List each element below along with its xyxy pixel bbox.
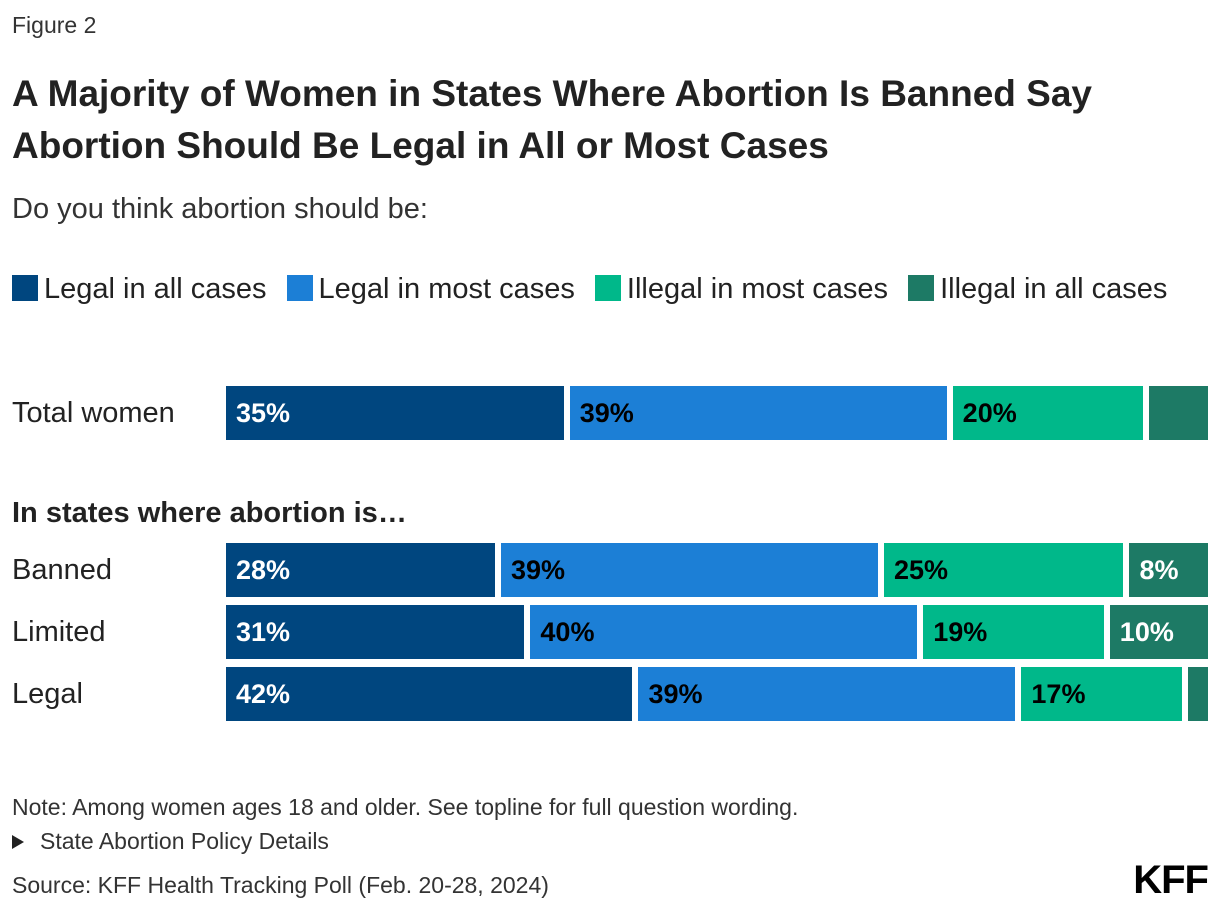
segment-legal-all: 42%: [226, 667, 633, 721]
legend-label: Legal in most cases: [318, 273, 575, 305]
legend-swatch: [594, 275, 621, 301]
row-label-limited: Limited: [12, 616, 106, 648]
segment-illegal-all: [1149, 386, 1208, 440]
legend-swatch: [12, 275, 38, 301]
data-label: 40%: [540, 617, 595, 647]
segment-legal-all: 28%: [226, 543, 495, 597]
data-label: 10%: [1119, 617, 1174, 647]
segment-illegal-all: [1188, 667, 1208, 721]
data-label: 39%: [648, 679, 703, 709]
legend-item-legal-most: Legal in most cases: [286, 262, 575, 316]
data-label: 35%: [236, 398, 291, 428]
bar-legal: 42% 39% 17%: [226, 667, 1208, 721]
segment-illegal-all: 10%: [1109, 605, 1208, 659]
segment-legal-most: 39%: [500, 543, 878, 597]
chart-note: Note: Among women ages 18 and older. See…: [12, 794, 799, 820]
legend-item-illegal-all: Illegal in all cases: [908, 262, 1167, 316]
legend-swatch: [286, 275, 313, 301]
bar-limited: 31% 40% 19% 10%: [226, 605, 1208, 659]
data-label: 25%: [893, 555, 948, 585]
segment-legal-most: 39%: [638, 667, 1016, 721]
legend-label: Illegal in all cases: [940, 273, 1168, 305]
data-label: 19%: [933, 617, 988, 647]
disclosure-triangle-icon: [12, 835, 24, 849]
chart-subtitle: Do you think abortion should be:: [12, 193, 428, 225]
data-label: 39%: [579, 398, 634, 428]
segment-illegal-most: 17%: [1021, 667, 1183, 721]
group-label: In states where abortion is…: [12, 497, 407, 529]
segment-illegal-all: 8%: [1129, 543, 1208, 597]
legend-item-legal-all: Legal in all cases: [12, 262, 266, 316]
segment-illegal-most: 19%: [923, 605, 1104, 659]
segment-legal-most: 40%: [530, 605, 918, 659]
data-label: 28%: [236, 555, 291, 585]
segment-legal-most: 39%: [569, 386, 947, 440]
kff-logo: KFF: [1133, 858, 1209, 902]
segment-legal-all: 35%: [226, 386, 564, 440]
data-label: 20%: [962, 398, 1017, 428]
legend-label: Legal in all cases: [44, 273, 267, 305]
row-label-banned: Banned: [12, 554, 112, 586]
details-toggle[interactable]: State Abortion Policy Details: [12, 828, 329, 855]
chart-source: Source: KFF Health Tracking Poll (Feb. 2…: [12, 872, 549, 898]
segment-illegal-most: 20%: [952, 386, 1144, 440]
data-label: 31%: [236, 617, 291, 647]
figure-label: Figure 2: [12, 12, 97, 38]
segment-illegal-most: 25%: [883, 543, 1124, 597]
bar-banned: 28% 39% 25% 8%: [226, 543, 1208, 597]
legend-swatch: [908, 275, 935, 301]
legend-item-illegal-most: Illegal in most cases: [594, 262, 889, 316]
row-label-total-women: Total women: [12, 397, 175, 429]
bar-total-women: 35% 39% 20%: [226, 386, 1208, 440]
details-toggle-label: State Abortion Policy Details: [40, 828, 329, 854]
data-label: 39%: [510, 555, 565, 585]
data-label: 42%: [236, 679, 291, 709]
chart-legend: Legal in all cases Legal in most cases I…: [12, 262, 1212, 316]
row-label-legal: Legal: [12, 678, 83, 710]
segment-legal-all: 31%: [226, 605, 525, 659]
data-label: 8%: [1139, 555, 1179, 585]
data-label: 17%: [1031, 679, 1086, 709]
chart-title: A Majority of Women in States Where Abor…: [12, 73, 1092, 166]
legend-label: Illegal in most cases: [626, 273, 889, 305]
